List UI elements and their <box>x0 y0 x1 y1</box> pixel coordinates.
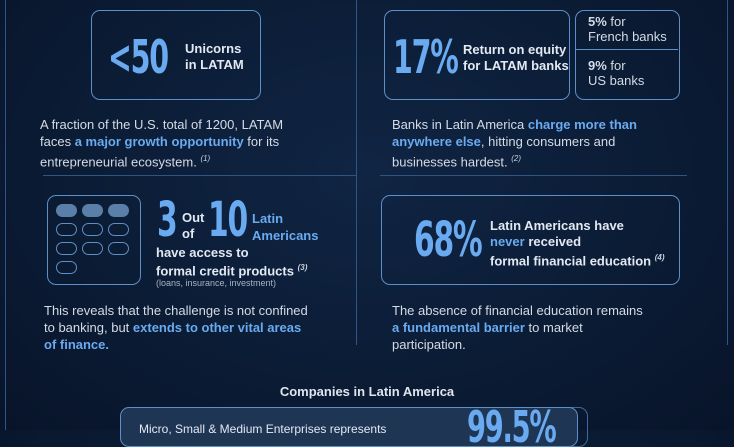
companies-text: Micro, Small & Medium Enterprises repres… <box>139 422 387 436</box>
credit-out-of: Out of <box>182 210 205 241</box>
person-filled-icon <box>82 204 103 217</box>
unicorns-value: <50 <box>108 30 169 84</box>
companies-value: 99.5% <box>467 407 557 447</box>
credit-description: This reveals that the challenge is not c… <box>44 303 308 352</box>
roe-card: 17% Return on equity for LATAM banks <box>384 10 570 100</box>
people-grid-icon <box>47 195 141 285</box>
education-value: 68% <box>414 212 483 268</box>
unicorns-label: Unicorns in LATAM <box>185 41 244 72</box>
roe-description: Banks in Latin America charge more than … <box>392 117 637 170</box>
person-filled-icon <box>108 204 129 217</box>
credit-small: (loans, insurance, investment) <box>156 278 277 288</box>
credit-num: 3 <box>157 192 178 248</box>
roe-label: Return on equity for LATAM banks <box>463 42 569 73</box>
divider <box>727 0 728 345</box>
companies-card: Micro, Small & Medium Enterprises repres… <box>120 407 578 447</box>
credit-text: have access to formal credit products (3) <box>156 245 308 279</box>
roe-value: 17% <box>393 30 459 84</box>
divider <box>5 0 6 430</box>
credit-total: 10 <box>208 192 248 248</box>
divider <box>43 175 356 176</box>
unicorns-card: <50 Unicorns in LATAM <box>91 10 261 100</box>
unicorns-description: A fraction of the U.S. total of 1200, LA… <box>40 117 284 170</box>
companies-title: Companies in Latin America <box>279 384 455 399</box>
person-empty-icon <box>108 242 129 255</box>
roe-comparison-card: 5% for French banks 9% for US banks <box>575 10 680 100</box>
person-empty-icon <box>82 223 103 236</box>
us-banks: 9% for US banks <box>588 58 645 88</box>
person-empty-icon <box>108 223 129 236</box>
french-banks: 5% for French banks <box>588 14 667 44</box>
credit-label: Latin Americans <box>252 211 319 243</box>
person-empty-icon <box>82 242 103 255</box>
divider <box>380 175 687 176</box>
education-description: The absence of financial education remai… <box>392 303 643 352</box>
person-empty-icon <box>56 261 77 274</box>
person-empty-icon <box>56 223 77 236</box>
education-card: 68% Latin Americans have never received fo… <box>381 195 680 285</box>
education-label: Latin Americans have never received formal… <box>490 218 665 269</box>
person-empty-icon <box>56 242 77 255</box>
person-filled-icon <box>56 204 77 217</box>
divider <box>356 0 357 345</box>
